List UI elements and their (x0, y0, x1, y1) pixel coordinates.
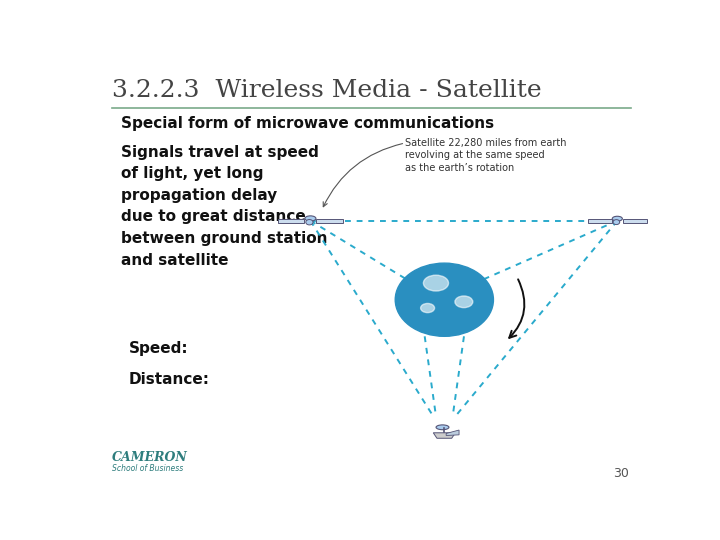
Ellipse shape (423, 275, 449, 291)
Ellipse shape (455, 296, 473, 308)
Ellipse shape (420, 303, 435, 313)
Ellipse shape (305, 216, 316, 221)
Circle shape (306, 220, 313, 225)
Text: Signals travel at speed
of light, yet long
propagation delay
due to great distan: Signals travel at speed of light, yet lo… (121, 145, 327, 268)
Text: School of Business: School of Business (112, 464, 184, 473)
Polygon shape (623, 219, 647, 223)
Text: Distance:: Distance: (129, 372, 210, 387)
Circle shape (613, 220, 620, 225)
Text: Speed:: Speed: (129, 341, 189, 356)
Polygon shape (278, 219, 305, 223)
Polygon shape (588, 219, 612, 223)
Text: Special form of microwave communications: Special form of microwave communications (121, 116, 494, 131)
Text: Satellite 22,280 miles from earth
revolving at the same speed
as the earth’s rot: Satellite 22,280 miles from earth revolv… (405, 138, 567, 173)
Ellipse shape (612, 216, 622, 221)
FancyArrowPatch shape (509, 279, 524, 338)
Polygon shape (446, 430, 459, 436)
Polygon shape (316, 219, 343, 223)
Ellipse shape (436, 425, 449, 430)
Text: 3.2.2.3  Wireless Media - Satellite: 3.2.2.3 Wireless Media - Satellite (112, 79, 542, 103)
Circle shape (395, 263, 493, 336)
Text: 30: 30 (613, 467, 629, 480)
Text: CAMERON: CAMERON (112, 451, 188, 464)
Polygon shape (433, 433, 455, 438)
FancyArrowPatch shape (323, 144, 402, 207)
